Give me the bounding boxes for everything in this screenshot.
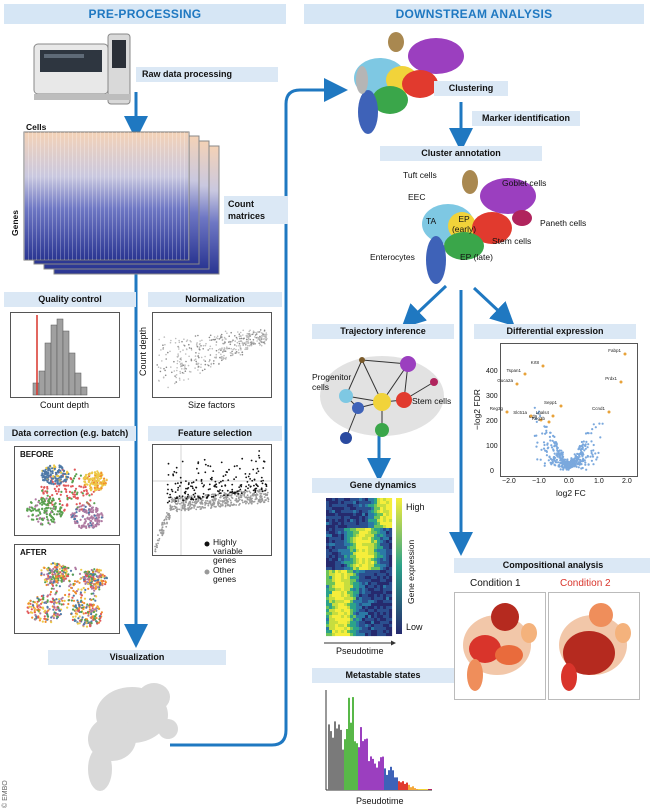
legend-other-dot bbox=[204, 569, 210, 575]
svg-text:Slc51a: Slc51a bbox=[513, 410, 527, 415]
gene-dynamics-label: Gene dynamics bbox=[312, 478, 454, 493]
volcano-xtick-0: −2.0 bbox=[502, 478, 516, 485]
volcano-xtick-1: −1.0 bbox=[532, 478, 546, 485]
condition1-panel bbox=[454, 592, 546, 700]
gene-dynamics-heatmap bbox=[326, 498, 393, 637]
svg-text:Lgals4: Lgals4 bbox=[536, 410, 550, 415]
svg-text:Prdx1: Prdx1 bbox=[605, 376, 617, 381]
cluster-annotation-label: Cluster annotation bbox=[380, 146, 542, 161]
norm-xlabel: Size factors bbox=[188, 400, 236, 410]
colorbar-ylabel: Gene expression bbox=[406, 539, 416, 604]
meta-xlabel: Pseudotime bbox=[356, 796, 404, 806]
before-label: BEFORE bbox=[20, 450, 54, 459]
volcano-xlabel: log2 FC bbox=[556, 488, 586, 498]
svg-text:Cd9: Cd9 bbox=[529, 414, 538, 419]
volcano-ylabel: −log2 FDR bbox=[472, 389, 482, 430]
after-label: AFTER bbox=[20, 548, 47, 557]
sequencer-icon bbox=[33, 33, 131, 105]
visualization-label: Visualization bbox=[48, 650, 226, 665]
norm-ylabel: Count depth bbox=[138, 326, 148, 376]
downstream-header: DOWNSTREAM ANALYSIS bbox=[304, 4, 644, 24]
legend-other-label: Other genes bbox=[213, 565, 237, 584]
volcano-ytick-4: 400 bbox=[486, 368, 498, 375]
svg-text:Reg3g: Reg3g bbox=[490, 406, 504, 411]
batch-after-panel bbox=[14, 544, 120, 634]
count-matrices-label: Count matrices bbox=[224, 196, 288, 224]
copyright: © EMBO bbox=[2, 780, 9, 808]
differential-expression-label: Differential expression bbox=[474, 324, 636, 339]
metastable-histogram bbox=[325, 690, 432, 791]
label-stem: Stem cells bbox=[492, 236, 532, 246]
volcano-ytick-3: 300 bbox=[486, 393, 498, 400]
volcano-xtick-3: 1.0 bbox=[594, 478, 604, 485]
data-correction-label: Data correction (e.g. batch) bbox=[4, 426, 136, 441]
label-ep-early: EP (early) bbox=[451, 214, 477, 234]
volcano-ytick-1: 100 bbox=[486, 443, 498, 450]
label-ta: TA bbox=[426, 216, 437, 226]
svg-text:Krt8: Krt8 bbox=[531, 360, 540, 365]
annotation-umap bbox=[422, 170, 536, 284]
trajectory-graph bbox=[320, 356, 444, 444]
normalization-label: Normalization bbox=[148, 292, 282, 307]
gene-dyn-axis bbox=[324, 640, 396, 646]
svg-text:Fabp1: Fabp1 bbox=[608, 348, 621, 353]
qc-xlabel: Count depth bbox=[40, 400, 90, 410]
colorbar-low: Low bbox=[406, 622, 423, 632]
label-ep-late: EP (late) bbox=[460, 252, 493, 262]
svg-text:Guca2a: Guca2a bbox=[497, 378, 513, 383]
batch-before-panel bbox=[14, 446, 120, 536]
feature-selection-label: Feature selection bbox=[148, 426, 282, 441]
svg-text:Tspan1: Tspan1 bbox=[506, 368, 521, 373]
marker-identification-label: Marker identification bbox=[472, 111, 580, 126]
gene-dyn-xlabel: Pseudotime bbox=[336, 646, 384, 656]
volcano-ytick-0: 0 bbox=[490, 468, 494, 475]
volcano-xtick-4: 2.0 bbox=[622, 478, 632, 485]
normalization-scatter bbox=[152, 312, 272, 398]
traj-stem-label: Stem cells bbox=[412, 396, 452, 406]
label-tuft: Tuft cells bbox=[403, 170, 437, 180]
quality-control-label: Quality control bbox=[4, 292, 136, 307]
metastable-states-label: Metastable states bbox=[312, 668, 454, 683]
condition2-label: Condition 2 bbox=[560, 578, 611, 589]
volcano-ytick-2: 200 bbox=[486, 418, 498, 425]
qc-histogram bbox=[10, 312, 120, 398]
colorbar-high: High bbox=[406, 502, 425, 512]
trajectory-inference-label: Trajectory inference bbox=[312, 324, 454, 339]
volcano-xtick-2: 0.0 bbox=[564, 478, 574, 485]
svg-text:Reg3b: Reg3b bbox=[532, 416, 546, 421]
genes-axis-label: Genes bbox=[10, 210, 20, 236]
legend-hv-label: Highly variable genes bbox=[213, 537, 243, 565]
svg-text:Sepp1: Sepp1 bbox=[544, 400, 558, 405]
compositional-analysis-label: Compositional analysis bbox=[454, 558, 650, 573]
traj-progenitor-label: Progenitor cells bbox=[312, 372, 352, 392]
count-matrix-stack bbox=[23, 131, 220, 275]
raw-data-processing-label: Raw data processing bbox=[136, 67, 278, 82]
label-goblet: Goblet cells bbox=[502, 178, 547, 188]
volcano-plot: Fabp1 Krt8 Tspan1 Guca2a Reg3g Cd9 Slc51a Sepp1… bbox=[490, 343, 638, 477]
feature-selection-plot bbox=[152, 444, 272, 556]
svg-text:Ccnd1: Ccnd1 bbox=[592, 406, 606, 411]
cells-axis-label: Cells bbox=[26, 122, 47, 132]
label-enterocytes: Enterocytes bbox=[370, 252, 415, 262]
clustering-label: Clustering bbox=[434, 81, 508, 96]
preprocessing-header: PRE-PROCESSING bbox=[4, 4, 286, 24]
condition2-panel bbox=[548, 592, 640, 700]
condition1-label: Condition 1 bbox=[470, 578, 521, 589]
clustering-umap bbox=[354, 32, 464, 134]
label-eec: EEC bbox=[408, 192, 426, 202]
label-paneth: Paneth cells bbox=[540, 218, 587, 228]
gene-dynamics-colorbar bbox=[396, 498, 402, 634]
visualization-umap bbox=[88, 683, 178, 791]
legend-hv-dot bbox=[204, 541, 210, 547]
